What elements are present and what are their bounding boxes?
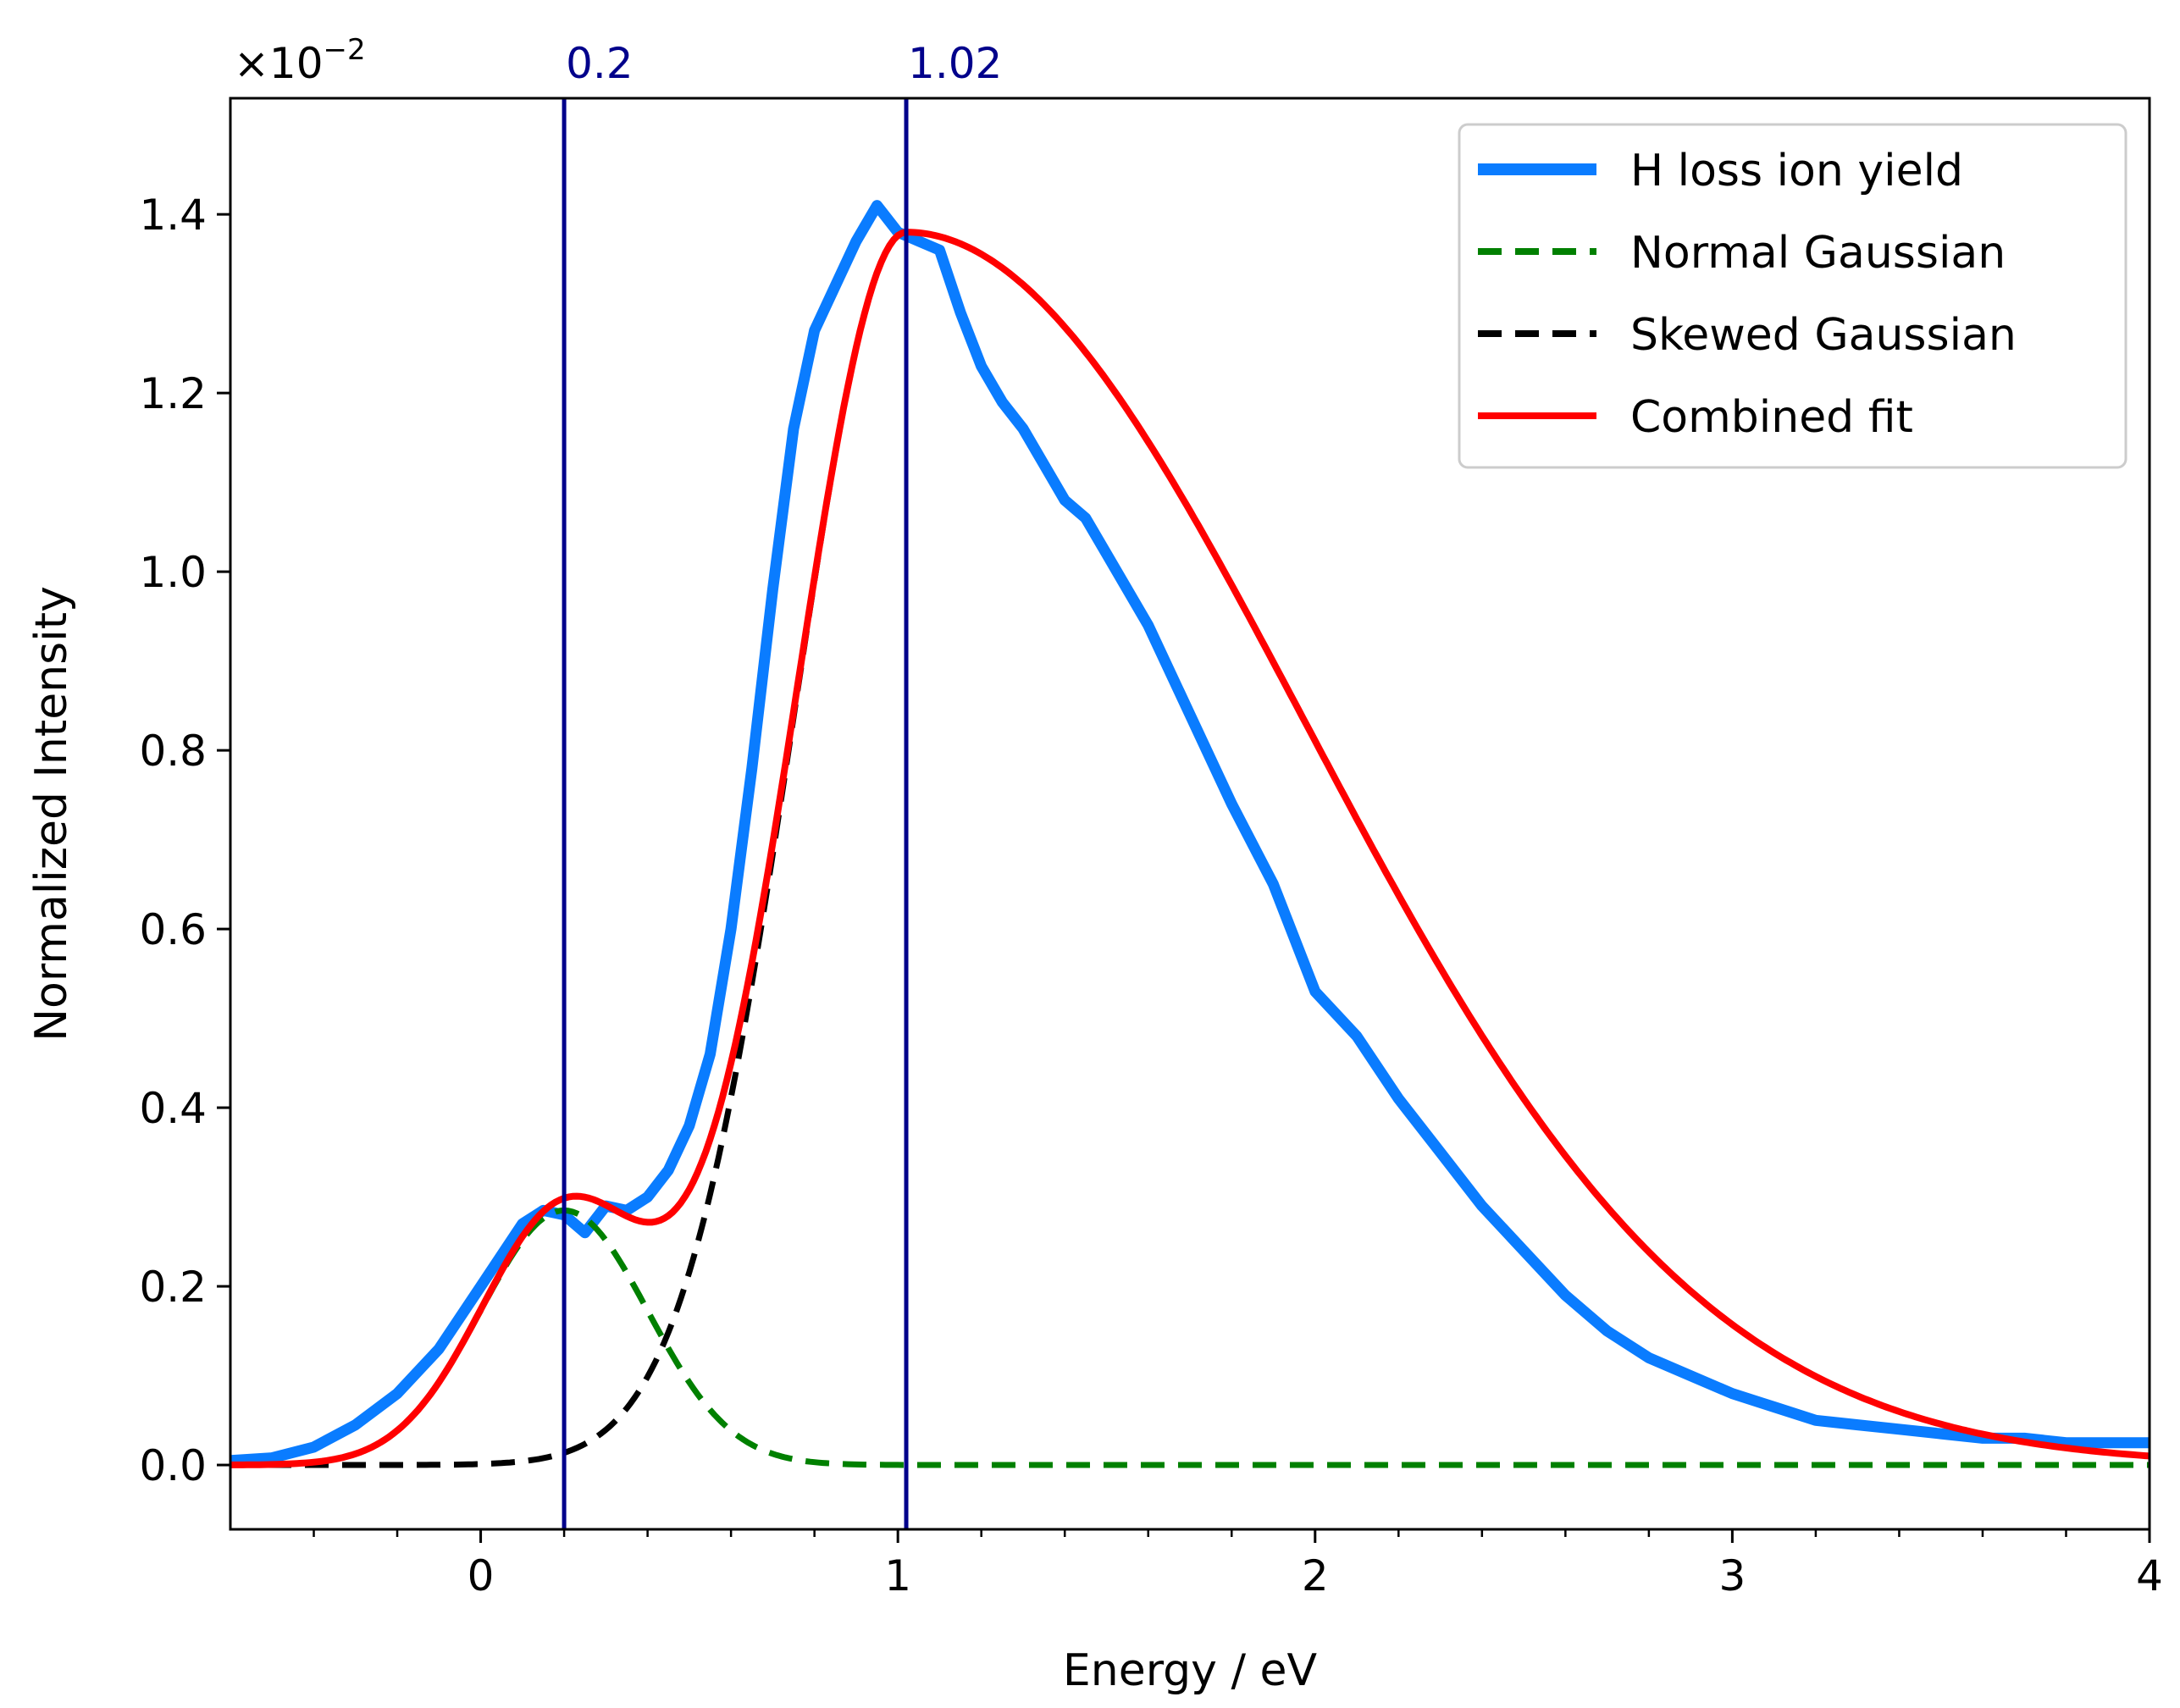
y-axis-label: Normalized Intensity bbox=[26, 586, 77, 1042]
y-scale-exponent: −2 bbox=[324, 33, 366, 67]
x-tick-label: 4 bbox=[2136, 1551, 2163, 1600]
x-axis-label: Energy / eV bbox=[1063, 1645, 1318, 1696]
y-tick-label: 0.2 bbox=[139, 1263, 207, 1312]
legend-label: Normal Gaussian bbox=[1630, 228, 2006, 279]
legend-box bbox=[1458, 123, 2127, 469]
y-axis: 0.0 0.2 0.4 0.6 0.8 1.0 1.2 1.4 bbox=[139, 191, 230, 1490]
series-layer bbox=[230, 200, 2150, 1468]
y-tick-label: 0.4 bbox=[139, 1084, 207, 1133]
x-tick-label: 0 bbox=[468, 1551, 495, 1600]
vertical-marker-layer: 0.2 1.02 bbox=[562, 39, 1002, 1529]
y-tick-label: 1.0 bbox=[139, 548, 207, 597]
vertical-marker-label: 0.2 bbox=[566, 39, 634, 88]
y-tick-label: 0.0 bbox=[139, 1441, 207, 1490]
x-axis: 0 1 2 3 4 bbox=[313, 1529, 2163, 1600]
legend-label: Skewed Gaussian bbox=[1630, 310, 2017, 361]
x-tick-label: 2 bbox=[1302, 1551, 1329, 1600]
x-tick-label: 1 bbox=[884, 1551, 911, 1600]
y-tick-label: 0.8 bbox=[139, 727, 207, 776]
legend-label: Combined fit bbox=[1630, 392, 1913, 443]
y-tick-label: 1.2 bbox=[139, 369, 207, 418]
series-line-normal bbox=[230, 1207, 2150, 1468]
y-scale-label: ×10−2 bbox=[234, 33, 366, 88]
y-tick-label: 1.4 bbox=[139, 191, 207, 240]
series-line-yield bbox=[230, 200, 2150, 1467]
legend: H loss ion yield Normal Gaussian Skewed Ga… bbox=[1458, 123, 2127, 469]
legend-label: H loss ion yield bbox=[1630, 146, 1963, 196]
x-tick-label: 3 bbox=[1718, 1551, 1746, 1600]
vertical-marker-label: 1.02 bbox=[908, 39, 1002, 88]
plot-frame bbox=[229, 97, 2151, 1531]
y-tick-label: 0.6 bbox=[139, 905, 207, 954]
series-line-combined bbox=[230, 229, 2150, 1468]
